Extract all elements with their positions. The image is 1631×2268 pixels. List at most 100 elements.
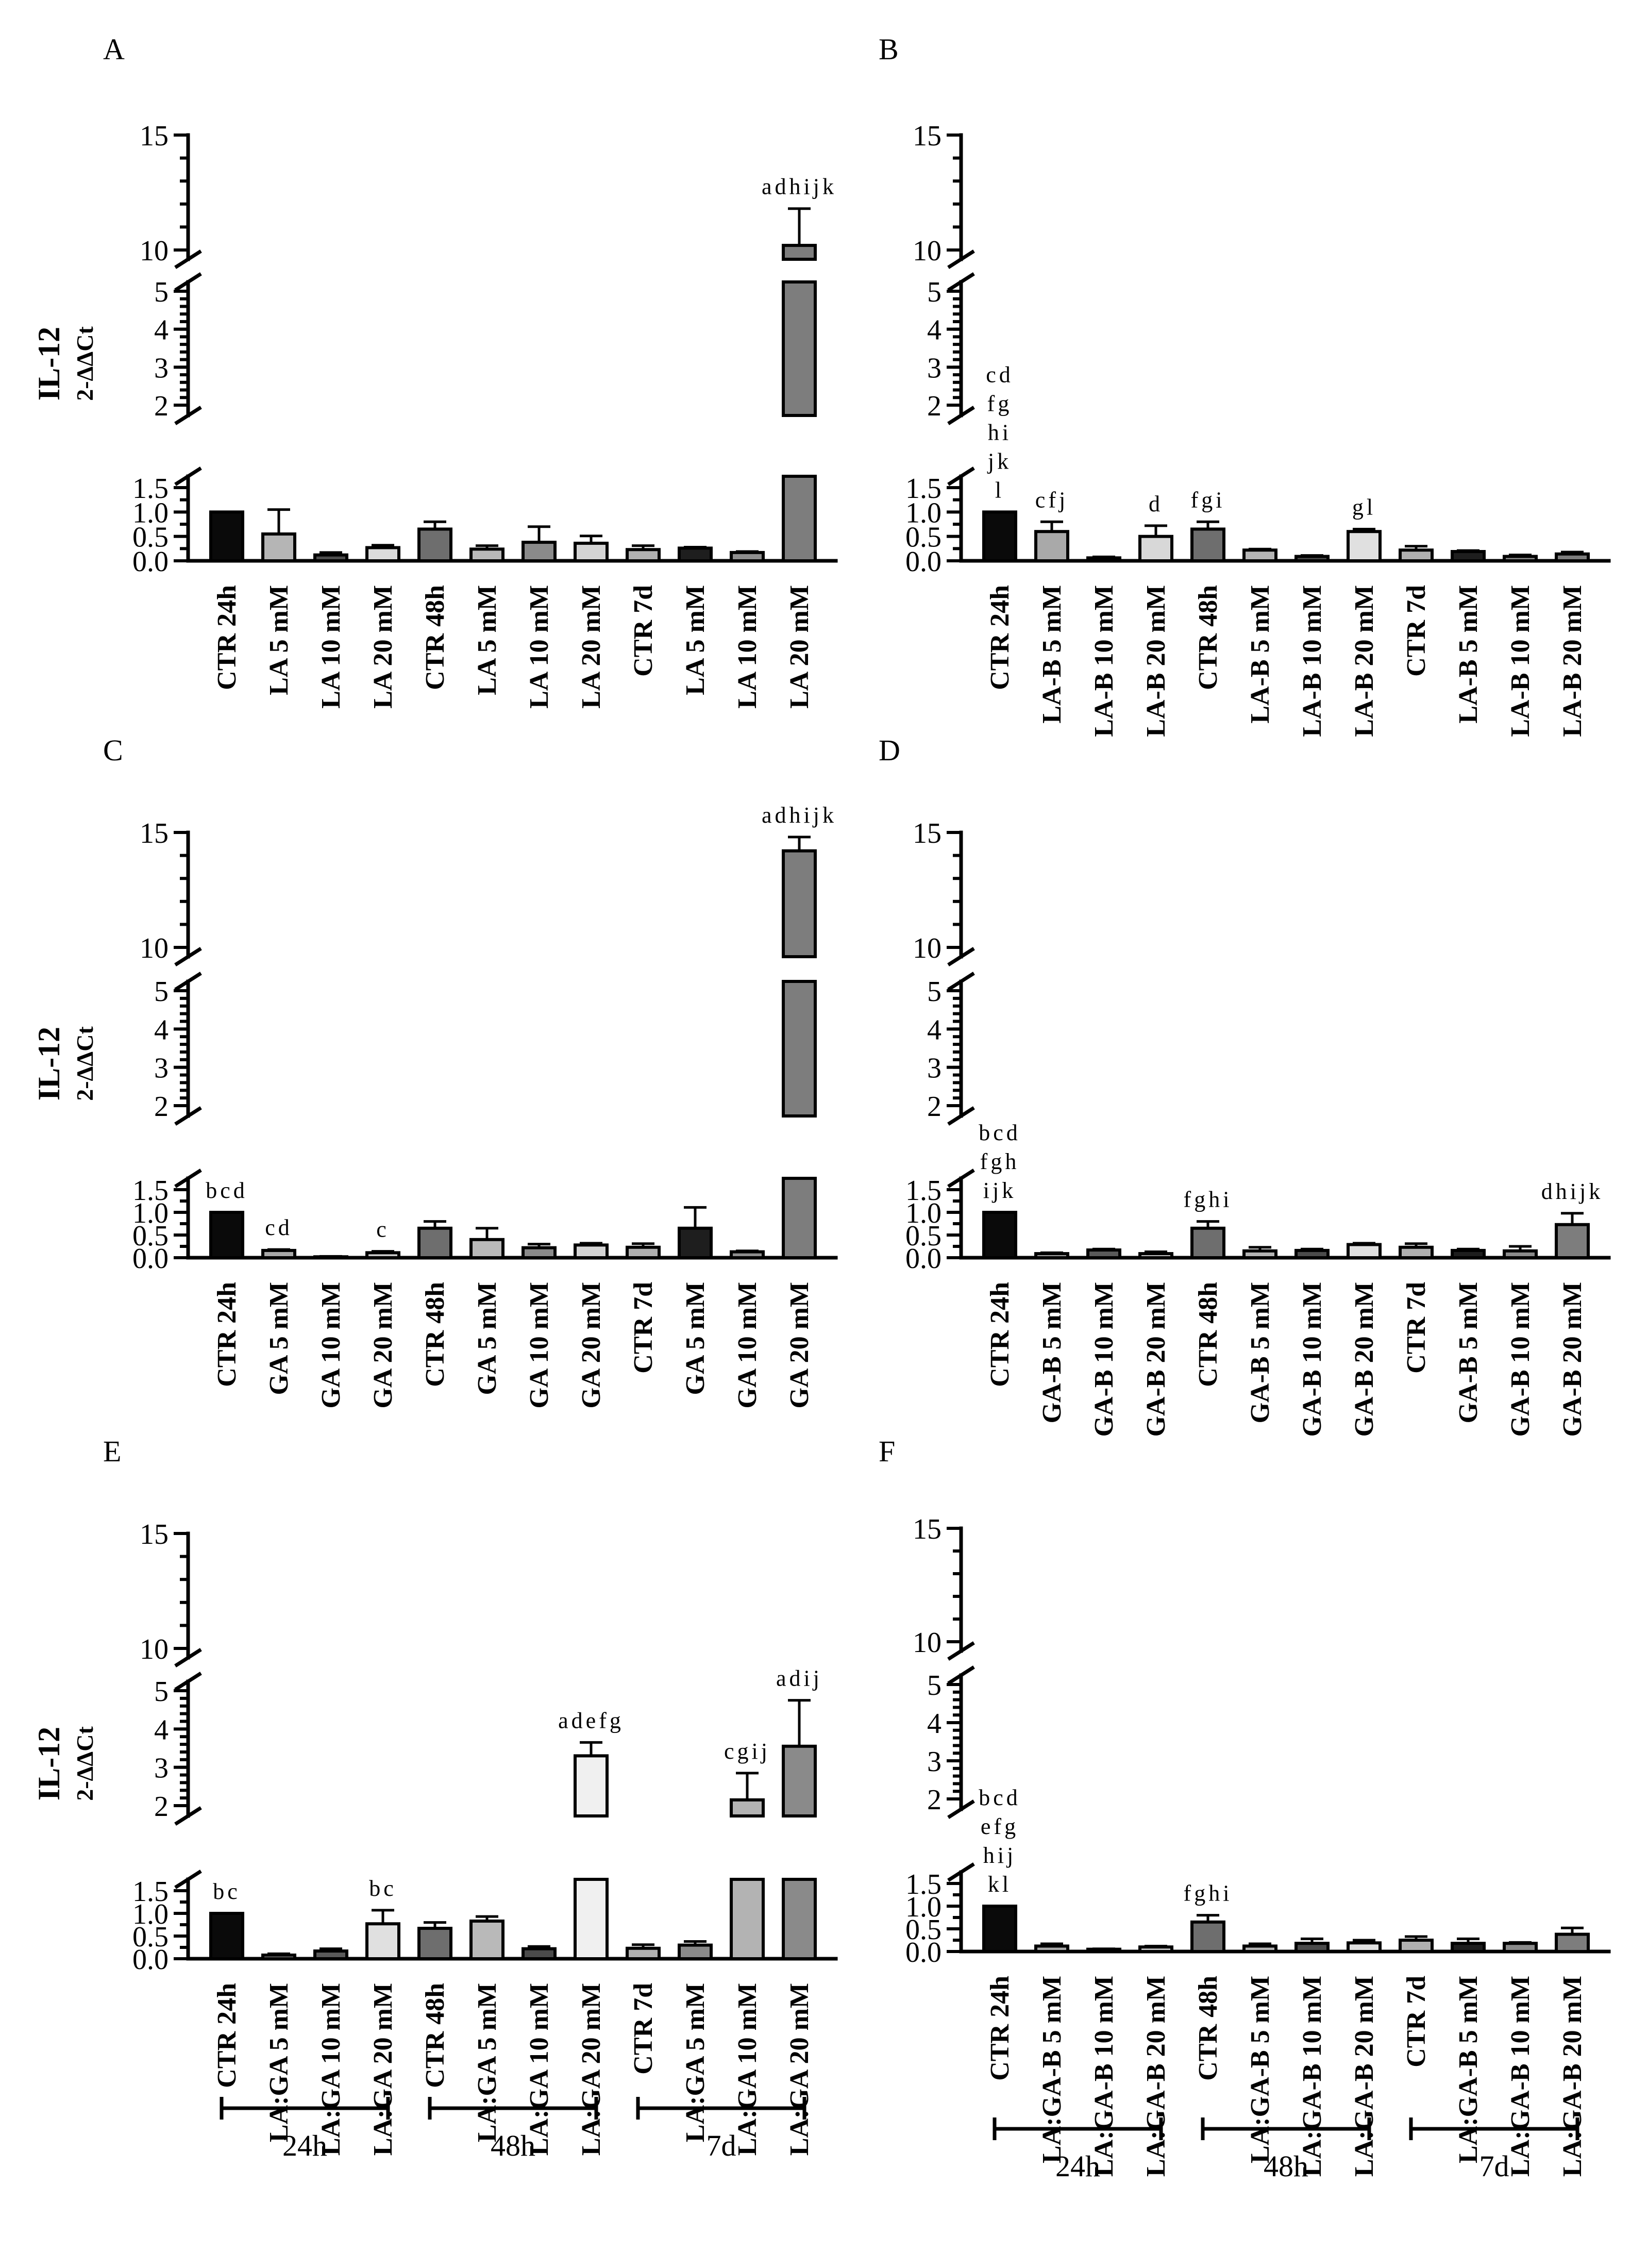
bar [261,532,296,563]
bar [1086,1248,1121,1260]
y-tick-label: 1.0 [132,1898,169,1930]
y-tick-label: 4 [927,1014,941,1046]
category-label: LA:GA-B 20 mM [1141,1976,1171,2177]
significance-label: adij [776,1666,822,1691]
y-tick-label: 4 [154,314,169,346]
bar [1294,1942,1330,1953]
bar [1503,555,1538,562]
group-label: 7d [1479,2149,1509,2183]
category-label: LA-B 5 mM [1246,585,1275,724]
significance-label: cd [265,1215,293,1240]
significance-label: kl [988,1872,1012,1897]
category-label: GA 5 mM [473,1282,502,1395]
y-tick-label: 5 [927,1670,941,1702]
significance-label: l [995,477,1004,503]
bar [261,1248,296,1259]
axis-break-mark [947,272,975,292]
bar [1347,1243,1382,1259]
category-label: GA-B 20 mM [1141,1282,1171,1437]
bar [209,1912,244,1960]
bar [1190,527,1225,563]
bar [1399,548,1434,563]
significance-label: jk [987,448,1012,474]
significance-label: fgh [980,1149,1020,1174]
y-tick-label: 4 [927,314,941,346]
significance-label: bc [369,1876,397,1901]
category-label: LA:GA 5 mM [264,1983,294,2142]
bar [261,1953,296,1960]
category-label: LA-B 5 mM [1037,585,1067,724]
axis-break-mark [174,1106,202,1126]
panel-label: F [879,1435,895,1468]
y-tick-label: 10 [913,1627,941,1659]
y-tick-label: 1.0 [132,497,169,529]
category-label: CTR 7d [1402,1282,1431,1374]
y-axis-label: IL-12 [32,1727,66,1800]
bar [1190,1920,1225,1954]
y-tick-label: 10 [140,235,169,267]
category-label: CTR 24h [985,585,1015,690]
bar [417,1927,452,1961]
bar [1138,1945,1173,1953]
category-label: CTR 48h [421,585,450,690]
category-label: GA-B 5 mM [1246,1282,1275,1423]
category-label: LA:GA-B 5 mM [1246,1976,1275,2163]
y-tick-label: 1.0 [132,1197,169,1229]
bar [678,1226,713,1260]
bar [626,1245,661,1260]
category-label: GA-B 20 mM [1350,1282,1379,1437]
y-tick-label: 1.0 [905,1891,941,1923]
y-tick-label: 0.0 [905,546,941,578]
bar [365,1922,400,1960]
y-tick-label: 2 [927,390,941,422]
panel-a: A 0.00.51.01.5 2 3 4 5 10 15 IL-12 2-ΔΔCt CTR 24h L… [32,32,838,709]
y-tick-label: 1.5 [905,1869,941,1900]
bar-segment [782,1744,817,1818]
axis-break-mark [174,1870,202,1889]
bar [678,1943,713,1961]
bar [730,1878,765,1960]
significance-label: fg [987,391,1013,416]
category-label: LA:GA-B 5 mM [1037,1976,1067,2163]
bar [1347,1941,1382,1954]
y-tick-label: 10 [140,1633,169,1665]
y-tick-label: 15 [140,120,169,152]
y-tick-label: 0.0 [905,1243,941,1275]
category-label: LA 5 mM [264,585,294,695]
significance-label: c [376,1217,390,1242]
y-tick-label: 10 [913,235,941,267]
significance-label: bcd [979,1785,1021,1810]
axis-break-mark [174,466,202,486]
significance-label: fgi [1191,487,1225,512]
bar [1451,1248,1486,1259]
category-label: CTR 48h [1193,1282,1223,1387]
bar [982,510,1017,562]
y-tick-label: 0.0 [132,1243,169,1275]
y-tick-label: 0.0 [132,1944,169,1976]
axis-break-mark [947,249,975,269]
axis-break-mark [174,972,202,991]
significance-label: hij [983,1843,1016,1868]
significance-label: adhijk [762,803,837,828]
category-label: LA 10 mM [525,585,554,709]
bar [1555,1223,1590,1260]
category-label: LA:GA 20 mM [577,1983,606,2156]
significance-label: d [1149,491,1163,516]
category-label: CTR 7d [629,585,658,677]
bar [313,1949,348,1961]
bar [1503,1942,1538,1953]
bar [626,548,661,563]
panel-b: B 0.00.51.01.5 2 3 4 5 10 15 cd fg hi jk l CTR 24h cfj… [879,32,1611,737]
bar [1347,530,1382,562]
axis-break-mark [947,947,975,966]
y-tick-label: 2 [154,1791,169,1823]
bar [209,510,244,562]
category-label: CTR 7d [629,1282,658,1374]
category-label: CTR 7d [629,1983,658,2075]
bar [1242,548,1277,563]
bar [1555,552,1590,563]
y-tick-label: 5 [154,1676,169,1708]
category-label: LA:GA 5 mM [681,1983,710,2142]
y-tick-label: 4 [154,1014,169,1046]
y-tick-label: 1.5 [132,1175,169,1207]
